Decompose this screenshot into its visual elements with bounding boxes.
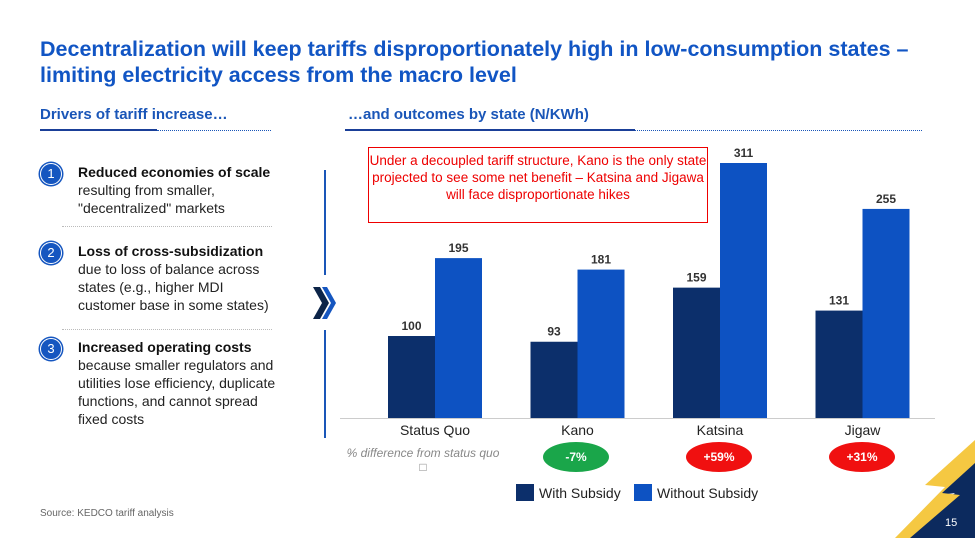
number-badge: 3 — [40, 338, 62, 360]
category-label: Jigaw — [845, 422, 882, 438]
bar-with-subsidy — [530, 341, 578, 418]
bar-with-subsidy — [388, 336, 435, 418]
source-note: Source: KEDCO tariff analysis — [40, 508, 174, 519]
left-section-header: Drivers of tariff increase… — [40, 106, 228, 123]
bar-with-subsidy — [815, 310, 863, 418]
legend-label: Without Subsidy — [657, 484, 759, 501]
driver-title: Reduced economies of scale — [78, 164, 271, 180]
driver-title: Increased operating costs — [78, 339, 252, 355]
right-header-dotted-line — [635, 130, 922, 131]
bar-without-subsidy — [862, 208, 910, 418]
vertical-connector-top — [324, 170, 326, 275]
data-label: 195 — [448, 241, 468, 255]
pct-difference-label: % difference from status quo □ — [342, 446, 504, 474]
bar-chart: 100 195 Status Quo 93 181 Kano 159 311 Katsina 13… — [340, 146, 935, 438]
bar-without-subsidy — [435, 258, 482, 418]
category-label: Status Quo — [400, 422, 470, 438]
divider — [62, 329, 272, 330]
left-header-underline — [40, 129, 157, 131]
data-label: 311 — [734, 146, 754, 160]
bar-without-subsidy — [577, 269, 625, 418]
right-section-header: …and outcomes by state (N/KWh) — [348, 106, 589, 123]
driver-text: because smaller regulators and utilities… — [78, 357, 276, 427]
data-label: 255 — [876, 192, 896, 206]
data-label: 100 — [401, 319, 421, 333]
legend-without-subsidy: Without Subsidy — [634, 484, 758, 501]
double-chevron-icon — [313, 287, 336, 319]
number-badge: 1 — [40, 163, 62, 185]
data-label: 131 — [829, 294, 849, 308]
legend-swatch — [634, 484, 652, 501]
data-label: 93 — [547, 325, 561, 339]
category-label: Kano — [561, 422, 594, 438]
divider — [62, 226, 272, 227]
pct-diff-jigawa: +31% — [829, 442, 895, 472]
driver-text: due to loss of balance across states (e.… — [78, 261, 269, 313]
category-label: Katsina — [697, 422, 744, 438]
pct-marker: □ — [419, 460, 427, 474]
right-header-underline — [345, 129, 635, 131]
vertical-connector-bottom — [324, 330, 326, 438]
driver-title: Loss of cross-subsidization — [78, 243, 264, 259]
pct-diff-katsina: +59% — [686, 442, 752, 472]
data-label: 181 — [591, 253, 611, 267]
pct-label-text: % difference from status quo — [346, 446, 500, 460]
pct-diff-kano: -7% — [543, 442, 609, 472]
bar-without-subsidy — [720, 163, 767, 418]
legend-with-subsidy: With Subsidy — [516, 484, 621, 501]
data-label: 159 — [686, 271, 706, 285]
callout-box: Under a decoupled tariff structure, Kano… — [368, 147, 708, 223]
driver-text: resulting from smaller, "decentralized" … — [78, 182, 225, 216]
left-header-dotted-line — [157, 130, 271, 131]
bar-with-subsidy — [673, 287, 720, 418]
legend-swatch — [516, 484, 534, 501]
page-number: 15 — [945, 517, 958, 529]
legend-label: With Subsidy — [539, 484, 621, 501]
number-badge: 2 — [40, 242, 62, 264]
lightning-bolt-logo — [895, 440, 975, 538]
slide-title: Decentralization will keep tariffs dispr… — [40, 37, 909, 87]
